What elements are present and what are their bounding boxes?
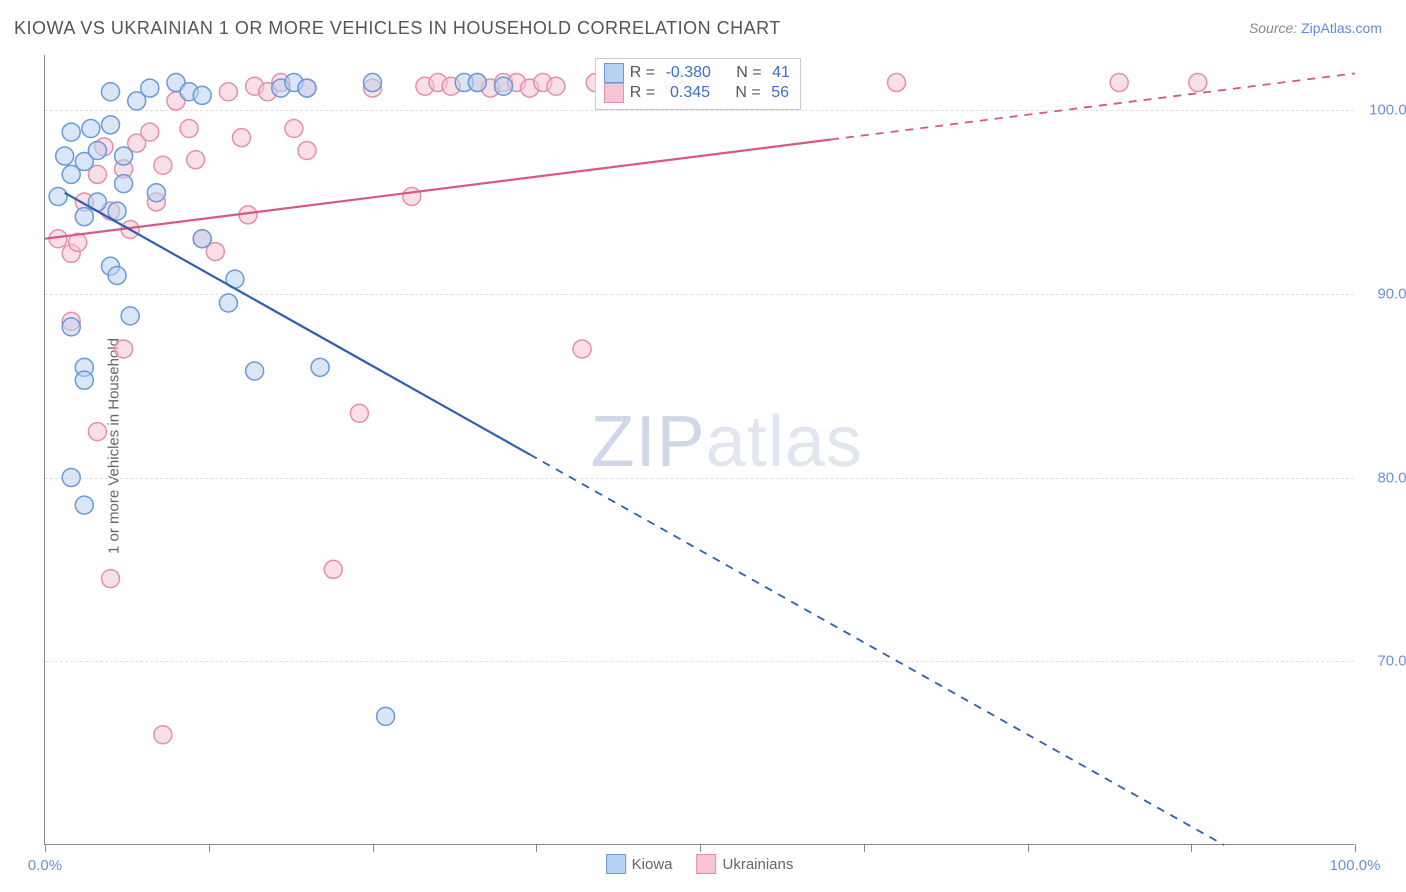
legend-r-prefix: R = (630, 84, 660, 102)
legend-item-kiowa: Kiowa (606, 854, 673, 874)
legend-n-kiowa: 41 (772, 64, 790, 82)
legend-label-ukrainians: Ukrainians (722, 856, 793, 873)
legend-swatch-ukrainians (604, 83, 624, 103)
source-label: Source: (1249, 20, 1301, 36)
x-tick-label: 100.0% (1330, 857, 1381, 874)
y-tick-label: 100.0% (1369, 102, 1406, 119)
chart-title: KIOWA VS UKRAINIAN 1 OR MORE VEHICLES IN… (14, 18, 781, 39)
scatter-plot-svg (45, 55, 1354, 844)
legend-row-kiowa: R = -0.380 N = 41 (604, 63, 790, 83)
source-credit: Source: ZipAtlas.com (1249, 20, 1382, 36)
series-legend: Kiowa Ukrainians (606, 854, 794, 874)
legend-n-prefix: N = (736, 64, 766, 82)
y-tick-label: 80.0% (1377, 469, 1406, 486)
legend-swatch-kiowa-bottom (606, 854, 626, 874)
legend-item-ukrainians: Ukrainians (696, 854, 793, 874)
legend-r-ukrainians: 0.345 (666, 84, 710, 102)
legend-swatch-ukrainians-bottom (696, 854, 716, 874)
legend-swatch-kiowa (604, 63, 624, 83)
correlation-legend: R = -0.380 N = 41 R = 0.345 N = 56 (595, 58, 801, 110)
legend-r-kiowa: -0.380 (666, 64, 711, 82)
y-tick-label: 70.0% (1377, 653, 1406, 670)
x-tick-label: 0.0% (28, 857, 62, 874)
legend-row-ukrainians: R = 0.345 N = 56 (604, 83, 790, 103)
chart-plot-area: ZIPatlas 70.0%80.0%90.0%100.0%0.0%100.0%… (44, 55, 1354, 845)
legend-n-prefix: N = (735, 84, 765, 102)
legend-label-kiowa: Kiowa (632, 856, 673, 873)
source-link[interactable]: ZipAtlas.com (1301, 20, 1382, 36)
y-tick-label: 90.0% (1377, 285, 1406, 302)
legend-n-ukrainians: 56 (771, 84, 789, 102)
legend-r-prefix: R = (630, 64, 660, 82)
